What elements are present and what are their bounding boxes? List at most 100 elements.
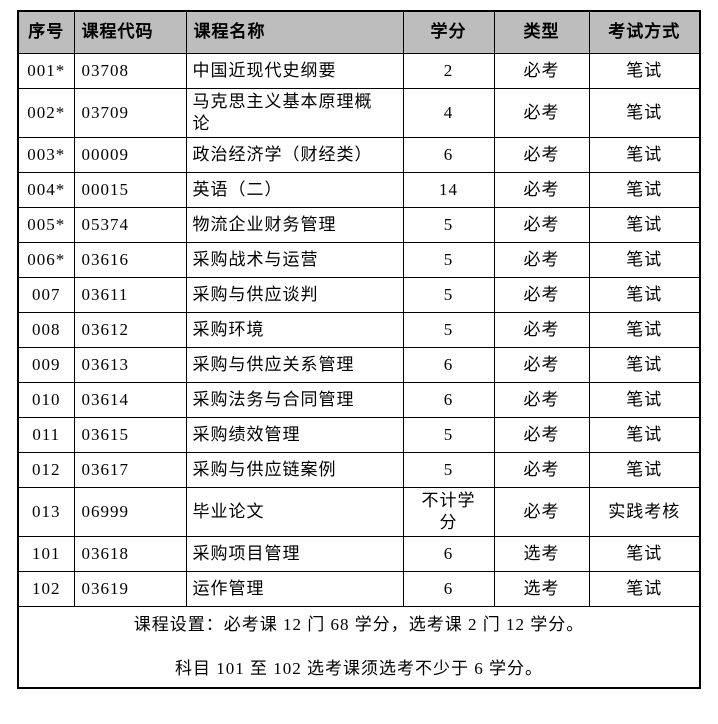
- cell-exam-method: 笔试: [588, 346, 701, 383]
- cell-course-name: 中国近现代史纲要: [185, 52, 404, 89]
- cell-type: 必考: [493, 416, 590, 453]
- cell-type: 必考: [493, 171, 590, 208]
- cell-course-name: 物流企业财务管理: [185, 206, 404, 243]
- cell-course-name: 运作管理: [185, 570, 404, 607]
- cell-course-name: 采购与供应链案例: [185, 451, 404, 488]
- cell-seq-number: 001*: [17, 52, 75, 89]
- cell-type: 必考: [493, 276, 590, 313]
- cell-course-code: 03708: [73, 52, 187, 89]
- cell-course-code: 03614: [73, 381, 187, 418]
- cell-credits: 5: [402, 276, 495, 313]
- cell-exam-method: 笔试: [588, 570, 701, 607]
- table-row: 012 03617 采购与供应链案例 5 必考 笔试: [17, 451, 701, 488]
- cell-course-name: 采购与供应关系管理: [185, 346, 404, 383]
- cell-type: 必考: [493, 52, 590, 89]
- cell-type: 必考: [493, 451, 590, 488]
- table-row: 009 03613 采购与供应关系管理 6 必考 笔试: [17, 346, 701, 383]
- cell-seq-number: 010: [17, 381, 75, 418]
- table-row: 001* 03708 中国近现代史纲要 2 必考 笔试: [17, 52, 701, 89]
- header-exam-method: 考试方式: [588, 10, 701, 54]
- cell-course-code: 03611: [73, 276, 187, 313]
- cell-credits: 14: [402, 171, 495, 208]
- cell-credits: 2: [402, 52, 495, 89]
- cell-seq-number: 101: [17, 535, 75, 572]
- cell-type: 选考: [493, 570, 590, 607]
- cell-exam-method: 笔试: [588, 52, 701, 89]
- cell-exam-method: 笔试: [588, 535, 701, 572]
- cell-course-code: 03615: [73, 416, 187, 453]
- header-type: 类型: [493, 10, 590, 54]
- cell-course-code: 03613: [73, 346, 187, 383]
- footer-note-line-2: 科目 101 至 102 选考课须选考不少于 6 学分。: [175, 658, 543, 678]
- cell-course-code: 03618: [73, 535, 187, 572]
- cell-seq-number: 009: [17, 346, 75, 383]
- cell-exam-method: 笔试: [588, 171, 701, 208]
- cell-course-name: 采购绩效管理: [185, 416, 404, 453]
- cell-exam-method: 笔试: [588, 311, 701, 348]
- cell-credits: 6: [402, 381, 495, 418]
- table-row: 102 03619 运作管理 6 选考 笔试: [17, 570, 701, 607]
- header-row: 序号 课程代码 课程名称 学分 类型 考试方式: [17, 10, 701, 54]
- cell-seq-number: 008: [17, 311, 75, 348]
- table-row: 006* 03616 采购战术与运营 5 必考 笔试: [17, 241, 701, 278]
- table-body: 001* 03708 中国近现代史纲要 2 必考 笔试 002* 03709 马…: [17, 52, 701, 607]
- cell-exam-method: 实践考核: [588, 486, 701, 537]
- cell-course-name: 采购法务与合同管理: [185, 381, 404, 418]
- cell-type: 必考: [493, 381, 590, 418]
- header-course-name: 课程名称: [185, 10, 404, 54]
- cell-type: 必考: [493, 136, 590, 173]
- cell-type: 必考: [493, 206, 590, 243]
- cell-course-name: 采购项目管理: [185, 535, 404, 572]
- course-table-container: 序号 课程代码 课程名称 学分 类型 考试方式 001* 03708 中国近现代…: [17, 10, 701, 689]
- cell-type: 必考: [493, 87, 590, 138]
- cell-exam-method: 笔试: [588, 451, 701, 488]
- cell-course-name: 政治经济学（财经类）: [185, 136, 404, 173]
- footer-note-cell: 课程设置：必考课 12 门 68 学分，选考课 2 门 12 学分。 科目 10…: [17, 605, 701, 689]
- cell-seq-number: 003*: [17, 136, 75, 173]
- cell-exam-method: 笔试: [588, 206, 701, 243]
- cell-course-code: 06999: [73, 486, 187, 537]
- cell-type: 必考: [493, 241, 590, 278]
- header-credits: 学分: [402, 10, 495, 54]
- cell-course-name: 英语（二）: [185, 171, 404, 208]
- cell-seq-number: 011: [17, 416, 75, 453]
- course-table: 序号 课程代码 课程名称 学分 类型 考试方式 001* 03708 中国近现代…: [17, 10, 701, 689]
- cell-course-name: 毕业论文: [185, 486, 404, 537]
- cell-type: 必考: [493, 486, 590, 537]
- table-row: 010 03614 采购法务与合同管理 6 必考 笔试: [17, 381, 701, 418]
- cell-credits: 6: [402, 570, 495, 607]
- cell-type: 选考: [493, 535, 590, 572]
- cell-exam-method: 笔试: [588, 276, 701, 313]
- cell-exam-method: 笔试: [588, 381, 701, 418]
- cell-course-code: 00009: [73, 136, 187, 173]
- cell-exam-method: 笔试: [588, 136, 701, 173]
- table-footer-row: 课程设置：必考课 12 门 68 学分，选考课 2 门 12 学分。 科目 10…: [17, 605, 701, 689]
- cell-credits: 5: [402, 311, 495, 348]
- cell-credits: 6: [402, 136, 495, 173]
- cell-exam-method: 笔试: [588, 87, 701, 138]
- cell-exam-method: 笔试: [588, 416, 701, 453]
- cell-course-code: 03617: [73, 451, 187, 488]
- cell-course-name: 马克思主义基本原理概 论: [185, 87, 404, 138]
- header-course-code: 课程代码: [73, 10, 187, 54]
- cell-credits: 5: [402, 241, 495, 278]
- cell-type: 必考: [493, 346, 590, 383]
- table-row: 002* 03709 马克思主义基本原理概 论 4 必考 笔试: [17, 87, 701, 138]
- table-row: 007 03611 采购与供应谈判 5 必考 笔试: [17, 276, 701, 313]
- cell-course-code: 03619: [73, 570, 187, 607]
- cell-seq-number: 102: [17, 570, 75, 607]
- table-row: 003* 00009 政治经济学（财经类） 6 必考 笔试: [17, 136, 701, 173]
- header-seq-number: 序号: [17, 10, 75, 54]
- cell-course-name: 采购环境: [185, 311, 404, 348]
- cell-course-code: 05374: [73, 206, 187, 243]
- cell-seq-number: 002*: [17, 87, 75, 138]
- table-row: 005* 05374 物流企业财务管理 5 必考 笔试: [17, 206, 701, 243]
- cell-seq-number: 007: [17, 276, 75, 313]
- table-row: 013 06999 毕业论文 不计学 分 必考 实践考核: [17, 486, 701, 537]
- cell-seq-number: 013: [17, 486, 75, 537]
- cell-course-name: 采购与供应谈判: [185, 276, 404, 313]
- cell-course-code: 03709: [73, 87, 187, 138]
- cell-course-code: 00015: [73, 171, 187, 208]
- cell-credits: 5: [402, 206, 495, 243]
- table-row: 101 03618 采购项目管理 6 选考 笔试: [17, 535, 701, 572]
